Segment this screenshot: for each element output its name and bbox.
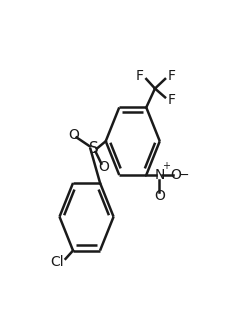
Text: F: F bbox=[136, 69, 144, 83]
Text: −: − bbox=[179, 168, 189, 181]
Text: O: O bbox=[154, 189, 165, 203]
Text: S: S bbox=[89, 141, 98, 156]
Text: O: O bbox=[98, 160, 109, 174]
Text: Cl: Cl bbox=[50, 255, 63, 269]
Text: O: O bbox=[68, 128, 79, 142]
Text: N: N bbox=[154, 168, 164, 182]
Text: F: F bbox=[167, 69, 175, 83]
Text: +: + bbox=[162, 161, 170, 171]
Text: F: F bbox=[167, 93, 175, 107]
Text: O: O bbox=[171, 168, 181, 182]
